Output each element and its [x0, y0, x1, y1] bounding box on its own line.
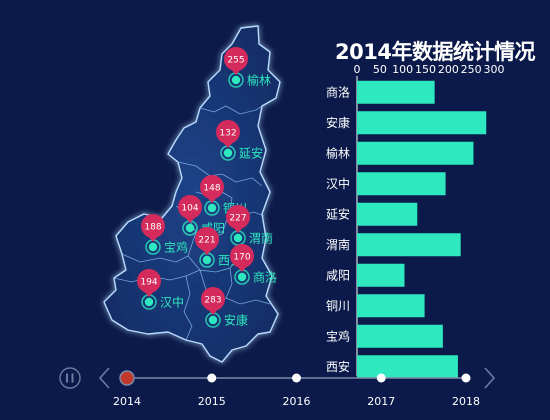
x-tick-label: 50 — [373, 63, 387, 76]
city-label: 安康 — [224, 313, 248, 328]
bar[interactable] — [357, 111, 487, 135]
chart-title: 2014年数据统计情况 — [335, 40, 535, 64]
city-marker[interactable] — [223, 148, 233, 158]
bar[interactable] — [357, 202, 418, 226]
x-tick-label: 0 — [354, 63, 361, 76]
pause-bar-left — [66, 373, 68, 383]
timeline-dot[interactable] — [207, 373, 217, 383]
pin-value-label: 188 — [144, 223, 161, 233]
value-pin[interactable] — [178, 195, 202, 219]
city-marker[interactable] — [202, 255, 212, 265]
value-pin[interactable] — [226, 205, 250, 229]
pin-value-label: 148 — [203, 184, 220, 194]
pin-value-label: 283 — [204, 296, 221, 306]
timeline-year-label[interactable]: 2016 — [283, 395, 311, 408]
bar[interactable] — [357, 172, 446, 196]
pin-value-label: 104 — [181, 204, 198, 214]
city-marker[interactable] — [233, 233, 243, 243]
value-pin[interactable] — [141, 214, 165, 238]
bar[interactable] — [357, 324, 443, 348]
city-label: 汉中 — [160, 295, 184, 310]
x-tick-label: 200 — [438, 63, 459, 76]
category-label: 宝鸡 — [326, 328, 350, 343]
category-label: 西安 — [326, 359, 350, 374]
x-tick-label: 100 — [392, 63, 413, 76]
bar[interactable] — [357, 141, 474, 165]
timeline-dot[interactable] — [461, 373, 471, 383]
border-yulin — [199, 105, 263, 115]
timeline-year-label[interactable]: 2018 — [452, 395, 480, 408]
timeline-year-label[interactable]: 2015 — [198, 395, 226, 408]
map-pins: 榆林延安铜川咸阳渭南宝鸡西安商洛汉中安康25513214810422718822… — [137, 47, 277, 328]
timeline-current-marker[interactable] — [119, 370, 135, 386]
bar[interactable] — [357, 294, 425, 318]
value-pin[interactable] — [224, 47, 248, 71]
timeline-year-label[interactable]: 2017 — [367, 395, 395, 408]
x-tick-label: 300 — [484, 63, 505, 76]
pause-bar-right — [71, 373, 74, 383]
city-marker[interactable] — [185, 223, 195, 233]
city-label: 商洛 — [253, 270, 277, 285]
timeline-year-label[interactable]: 2014 — [113, 395, 141, 408]
category-label: 汉中 — [326, 176, 350, 191]
city-marker[interactable] — [144, 297, 154, 307]
category-label: 延安 — [326, 206, 350, 221]
pin-value-label: 255 — [227, 56, 244, 66]
category-label: 安康 — [326, 115, 350, 130]
border-baoji — [121, 231, 197, 263]
pin-value-label: 227 — [229, 214, 246, 224]
x-tick-label: 150 — [415, 63, 436, 76]
city-label: 渭南 — [249, 231, 273, 246]
chevron-right-icon[interactable] — [484, 367, 496, 389]
pin-value-label: 132 — [219, 129, 236, 139]
bar[interactable] — [357, 233, 461, 257]
category-label: 商洛 — [326, 84, 350, 99]
category-label: 渭南 — [326, 237, 350, 252]
city-marker[interactable] — [208, 315, 218, 325]
pause-icon[interactable] — [59, 367, 81, 389]
timeline[interactable]: 2014 2015 2016 2017 2018 — [59, 367, 496, 408]
city-marker[interactable] — [237, 272, 247, 282]
timeline-dot[interactable] — [292, 373, 301, 383]
border-shangluo — [225, 267, 271, 305]
bar[interactable] — [357, 355, 458, 379]
x-tick-label: 250 — [461, 63, 482, 76]
timeline-dot[interactable] — [376, 373, 386, 383]
city-marker[interactable] — [231, 75, 241, 85]
city-label: 延安 — [239, 146, 263, 161]
border-yanan — [177, 161, 263, 187]
value-pin[interactable] — [216, 120, 240, 144]
value-pin[interactable] — [200, 175, 224, 199]
value-pin[interactable] — [195, 227, 219, 251]
pin-value-label: 170 — [233, 253, 250, 263]
city-marker[interactable] — [148, 242, 158, 252]
value-pin[interactable] — [137, 269, 161, 293]
city-label: 榆林 — [247, 73, 271, 88]
pin-value-label: 221 — [198, 236, 215, 246]
city-label: 宝鸡 — [164, 240, 188, 255]
bar[interactable] — [357, 263, 405, 287]
pin-value-label: 194 — [140, 278, 157, 288]
category-label: 咸阳 — [326, 268, 350, 282]
border-ankang — [183, 275, 193, 341]
category-label: 榆林 — [326, 145, 350, 160]
value-pin[interactable] — [201, 287, 225, 311]
category-label: 铜川 — [326, 298, 350, 313]
value-pin[interactable] — [230, 244, 254, 268]
city-marker[interactable] — [207, 203, 217, 213]
bar[interactable] — [357, 80, 435, 104]
chevron-left-icon[interactable] — [98, 367, 110, 389]
